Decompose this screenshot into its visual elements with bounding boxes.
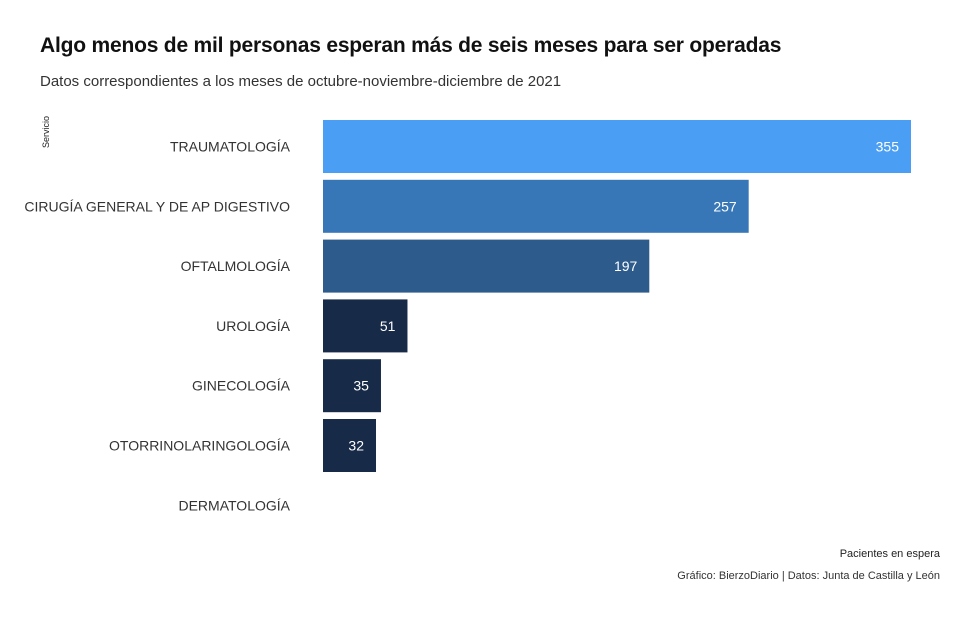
bar xyxy=(323,239,650,293)
category-label: DERMATOLOGÍA xyxy=(178,497,290,513)
bar-value-label: 257 xyxy=(713,198,737,214)
chart-subtitle: Datos correspondientes a los meses de oc… xyxy=(40,73,562,90)
bar xyxy=(323,359,381,413)
category-label: CIRUGÍA GENERAL Y DE AP DIGESTIVO xyxy=(24,198,290,214)
x-axis-title: Pacientes en espera xyxy=(840,548,941,560)
bar-value-label: 32 xyxy=(348,438,364,454)
bar xyxy=(323,120,911,173)
bar-value-label: 355 xyxy=(876,139,900,155)
category-label: OTORRINOLARINGOLOGÍA xyxy=(109,438,291,454)
y-axis-title: Servicio xyxy=(41,116,51,148)
bar-value-label: 197 xyxy=(614,258,638,274)
category-label: GINECOLOGÍA xyxy=(192,378,291,394)
bar-value-label: 35 xyxy=(353,378,369,394)
bar-value-label: 51 xyxy=(380,318,396,334)
category-label: OFTALMOLOGÍA xyxy=(181,258,291,274)
category-label: UROLOGÍA xyxy=(216,318,291,334)
bar xyxy=(323,179,749,233)
bar xyxy=(323,299,408,353)
category-label: TRAUMATOLOGÍA xyxy=(170,139,291,155)
chart-title: Algo menos de mil personas esperan más d… xyxy=(40,34,782,57)
source-caption: Gráfico: BierzoDiario | Datos: Junta de … xyxy=(677,570,940,582)
bar xyxy=(323,419,377,472)
